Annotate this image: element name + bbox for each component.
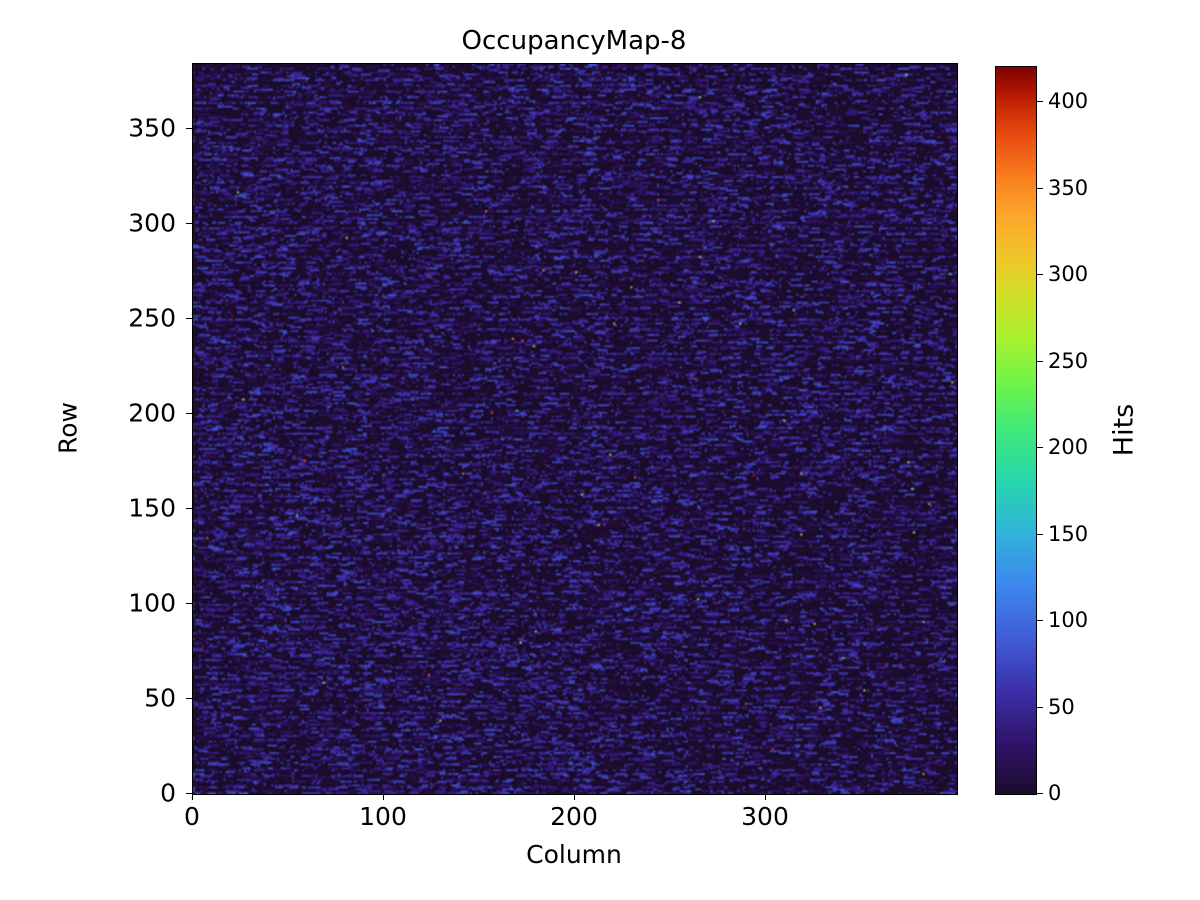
ytick-mark-350 xyxy=(186,128,192,130)
xtick-mark-100 xyxy=(383,794,385,800)
ytick-mark-100 xyxy=(186,603,192,605)
cbar-label-300: 300 xyxy=(1048,262,1089,286)
heatmap-plot-area xyxy=(192,63,958,795)
cbar-label-100: 100 xyxy=(1048,608,1089,632)
ytick-label-250: 250 xyxy=(128,303,176,333)
cbar-tick-mark-50 xyxy=(1037,707,1043,709)
ytick-label-150: 150 xyxy=(128,493,176,523)
ytick-mark-50 xyxy=(186,698,192,700)
ytick-mark-0 xyxy=(186,793,192,795)
ytick-label-300: 300 xyxy=(128,208,176,238)
cbar-tick-mark-250 xyxy=(1037,361,1043,363)
cbar-label-0: 0 xyxy=(1048,781,1062,805)
cbar-label-400: 400 xyxy=(1048,89,1089,113)
ytick-label-50: 50 xyxy=(144,683,176,713)
cbar-tick-mark-200 xyxy=(1037,447,1043,449)
cbar-label-350: 350 xyxy=(1048,176,1089,200)
xtick-label-200: 200 xyxy=(550,802,598,831)
cbar-tick-mark-100 xyxy=(1037,620,1043,622)
heatmap-image xyxy=(193,64,957,794)
xtick-label-0: 0 xyxy=(184,802,200,831)
x-axis-label: Column xyxy=(526,840,622,869)
cbar-label-200: 200 xyxy=(1048,435,1089,459)
ytick-mark-150 xyxy=(186,508,192,510)
ytick-label-350: 350 xyxy=(128,113,176,143)
cbar-tick-mark-300 xyxy=(1037,274,1043,276)
cbar-label-250: 250 xyxy=(1048,349,1089,373)
colorbar: 0 50 100 150 200 250 300 350 400 xyxy=(995,66,1088,805)
cbar-tick-mark-350 xyxy=(1037,188,1043,190)
ytick-mark-250 xyxy=(186,318,192,320)
ytick-mark-200 xyxy=(186,413,192,415)
cbar-tick-mark-150 xyxy=(1037,534,1043,536)
page-title: OccupancyMap-8 xyxy=(461,26,687,56)
ytick-label-200: 200 xyxy=(128,398,176,428)
y-axis-label: Row xyxy=(53,402,83,454)
ytick-label-0: 0 xyxy=(160,778,176,808)
xtick-mark-200 xyxy=(574,794,576,800)
colorbar-label: Hits xyxy=(1108,403,1140,457)
xtick-mark-0 xyxy=(192,794,194,800)
cbar-label-150: 150 xyxy=(1048,522,1089,546)
ytick-label-100: 100 xyxy=(128,588,176,618)
cbar-tick-mark-0 xyxy=(1037,793,1043,795)
ytick-mark-300 xyxy=(186,223,192,225)
cbar-tick-mark-400 xyxy=(1037,101,1043,103)
xtick-label-300: 300 xyxy=(741,802,789,831)
xtick-label-100: 100 xyxy=(359,802,407,831)
cbar-label-50: 50 xyxy=(1048,695,1075,719)
xtick-mark-300 xyxy=(765,794,767,800)
colorbar-gradient xyxy=(995,66,1037,795)
